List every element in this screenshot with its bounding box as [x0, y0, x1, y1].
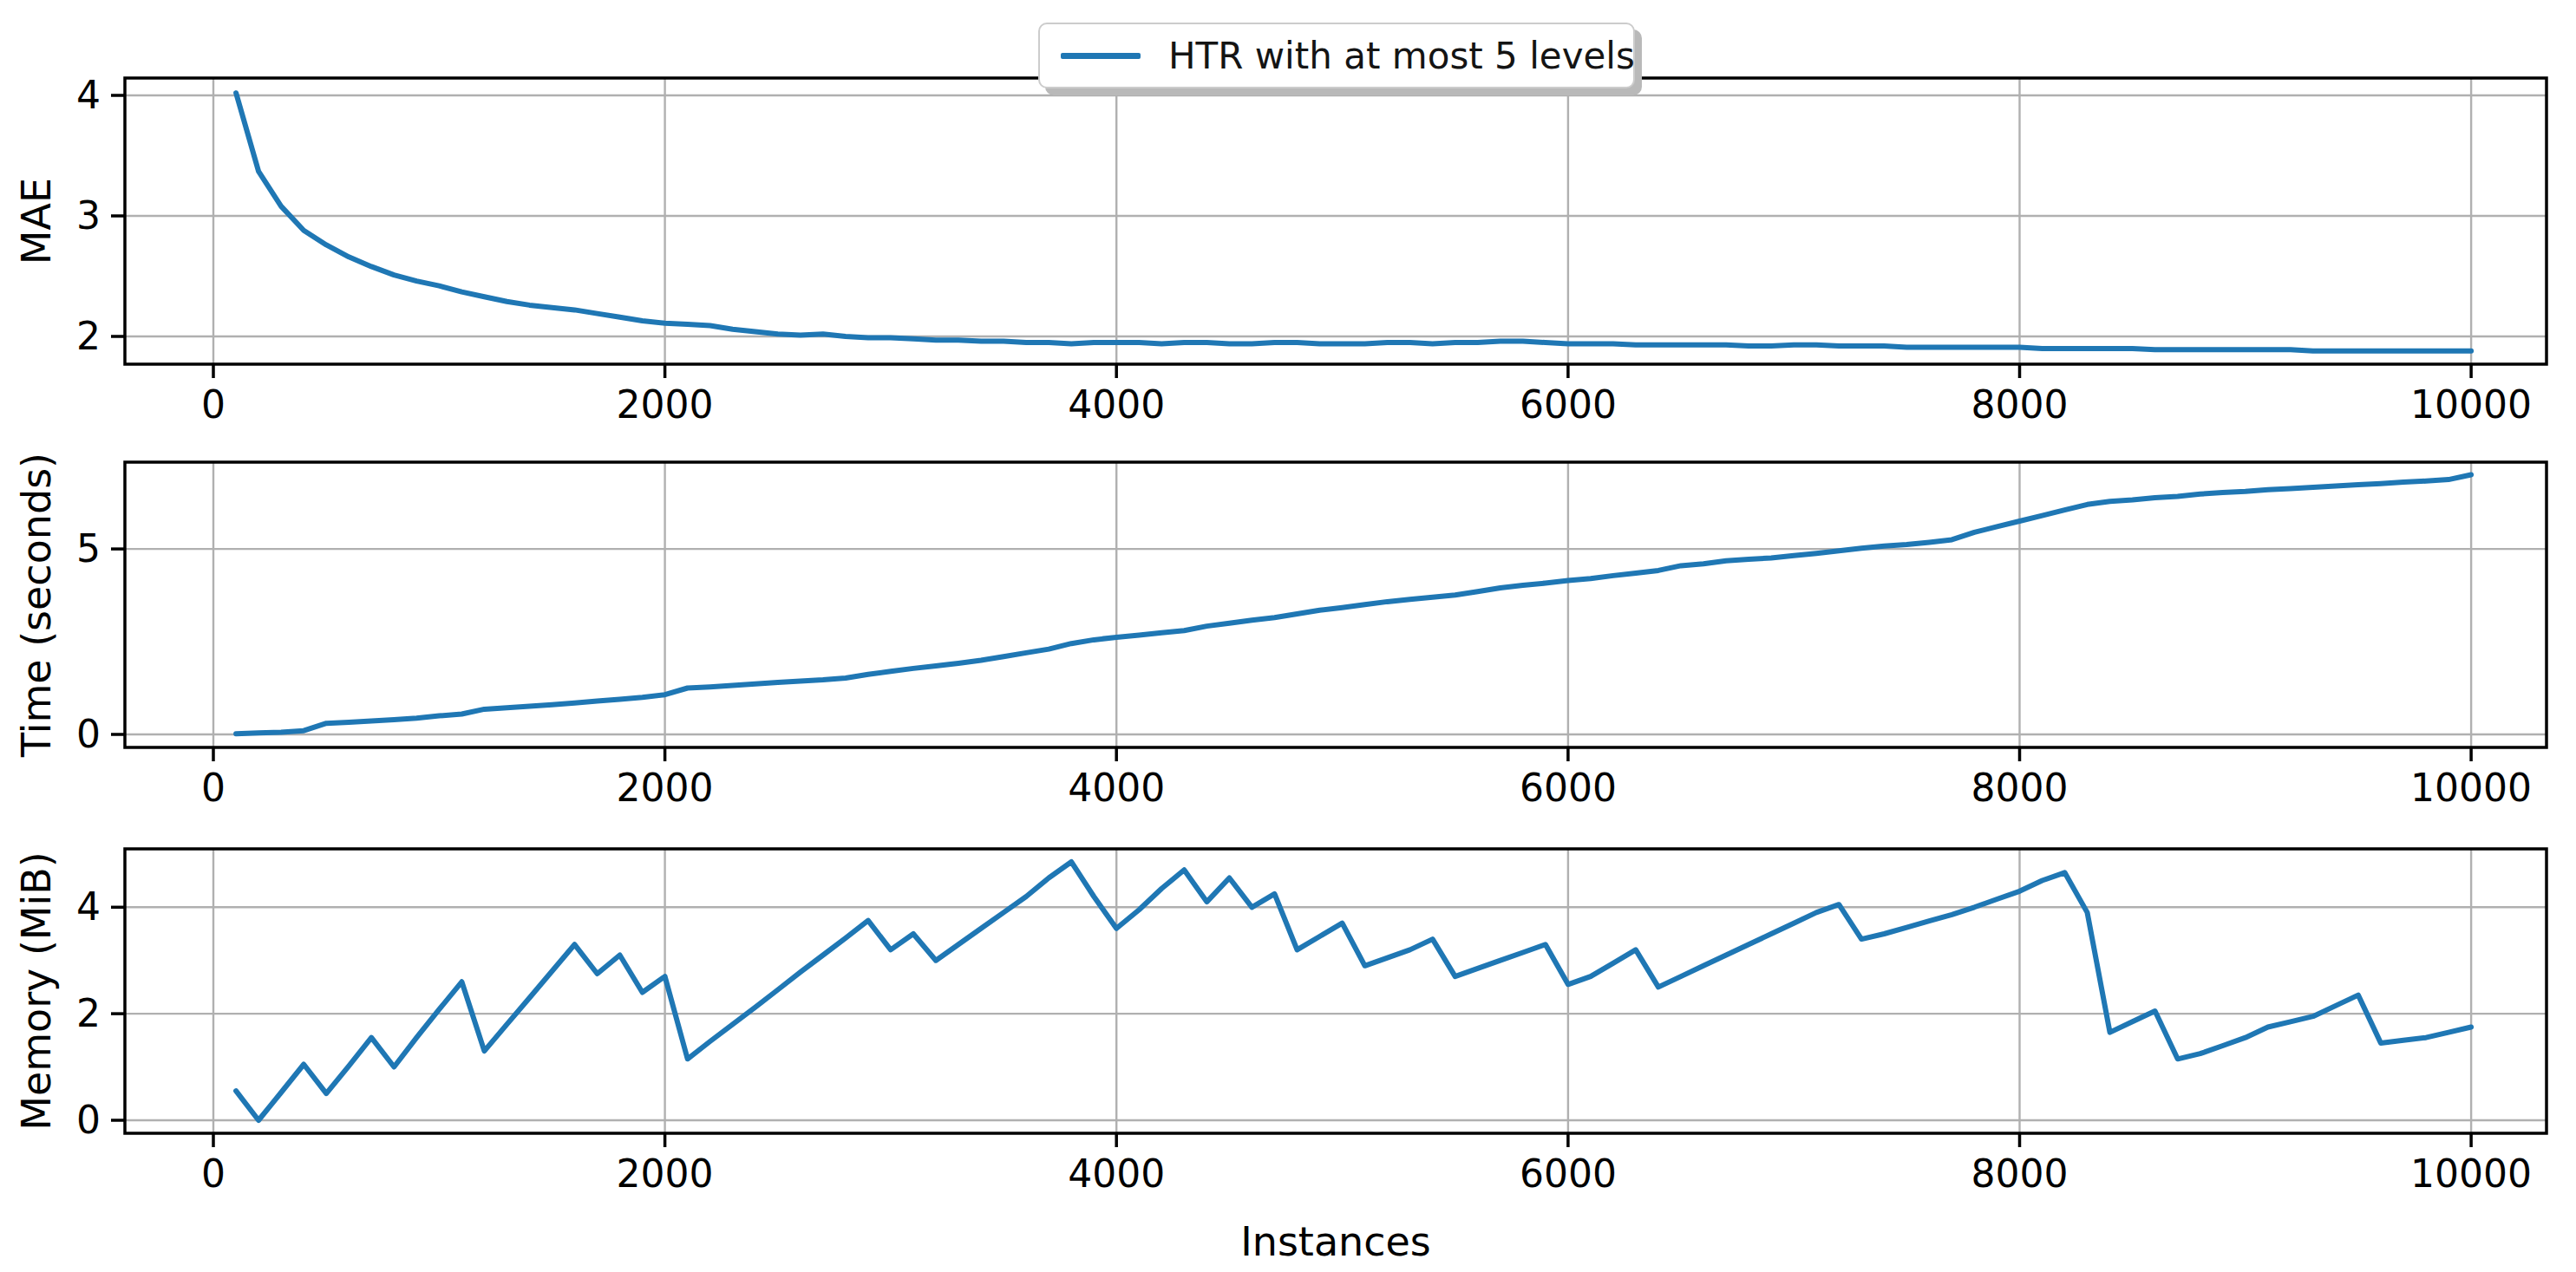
figure: 0200040006000800010000234MAE020004000600… [0, 0, 2576, 1272]
y-tick-label: 5 [76, 526, 101, 571]
series-line-2 [236, 862, 2471, 1120]
legend-line-sample [1061, 53, 1141, 59]
x-tick-label: 2000 [617, 1151, 714, 1196]
series-line-1 [236, 475, 2471, 734]
subplot-2: 0 2000 4000 6000 8000 10000 0 2 4 Memory (MiB) [13, 849, 2547, 1196]
y-tick-label: 4 [76, 884, 101, 929]
x-tick-label: 10000 [2410, 382, 2532, 427]
subplot-0: 0 2000 4000 6000 8000 10000 2 3 4 MAE [13, 73, 2547, 427]
legend-label: HTR with at most 5 levels [1168, 35, 1635, 77]
subplot-1: 0 2000 4000 6000 8000 10000 0 5 Time (seconds) [13, 453, 2547, 810]
axes-frame [125, 462, 2547, 747]
y-tick-label: 2 [76, 991, 101, 1035]
x-tick-label: 2000 [617, 382, 714, 427]
y-axis-label: Time (seconds) [13, 453, 60, 758]
x-tick-label: 8000 [1971, 382, 2069, 427]
y-axis-label: Memory (MiB) [13, 851, 60, 1131]
axes-frame [125, 78, 2547, 364]
x-tick-label: 4000 [1068, 1151, 1165, 1196]
x-tick-label: 4000 [1068, 382, 1165, 427]
figure-canvas: 0200040006000800010000234MAE020004000600… [0, 0, 2576, 1272]
series-line-0 [236, 93, 2471, 351]
x-tick-label: 6000 [1520, 1151, 1617, 1196]
x-tick-label: 10000 [2410, 1151, 2532, 1196]
x-tick-label: 2000 [617, 766, 714, 810]
y-tick-label: 2 [76, 314, 101, 358]
x-tick-label: 6000 [1520, 382, 1617, 427]
axes-frame [125, 849, 2547, 1133]
y-tick-label: 0 [76, 712, 101, 756]
x-axis-label: Instances [1240, 1218, 1431, 1265]
x-tick-label: 0 [201, 766, 226, 810]
y-tick-label: 4 [76, 73, 101, 117]
x-tick-label: 6000 [1520, 766, 1617, 810]
x-tick-label: 10000 [2410, 766, 2532, 810]
x-tick-label: 0 [201, 382, 226, 427]
x-tick-label: 8000 [1971, 766, 2069, 810]
y-tick-label: 3 [76, 193, 101, 238]
x-tick-label: 4000 [1068, 766, 1165, 810]
legend: HTR with at most 5 levels [1038, 23, 1635, 88]
y-tick-label: 0 [76, 1098, 101, 1142]
x-tick-label: 8000 [1971, 1151, 2069, 1196]
x-tick-label: 0 [201, 1151, 226, 1196]
y-axis-label: MAE [13, 178, 60, 264]
